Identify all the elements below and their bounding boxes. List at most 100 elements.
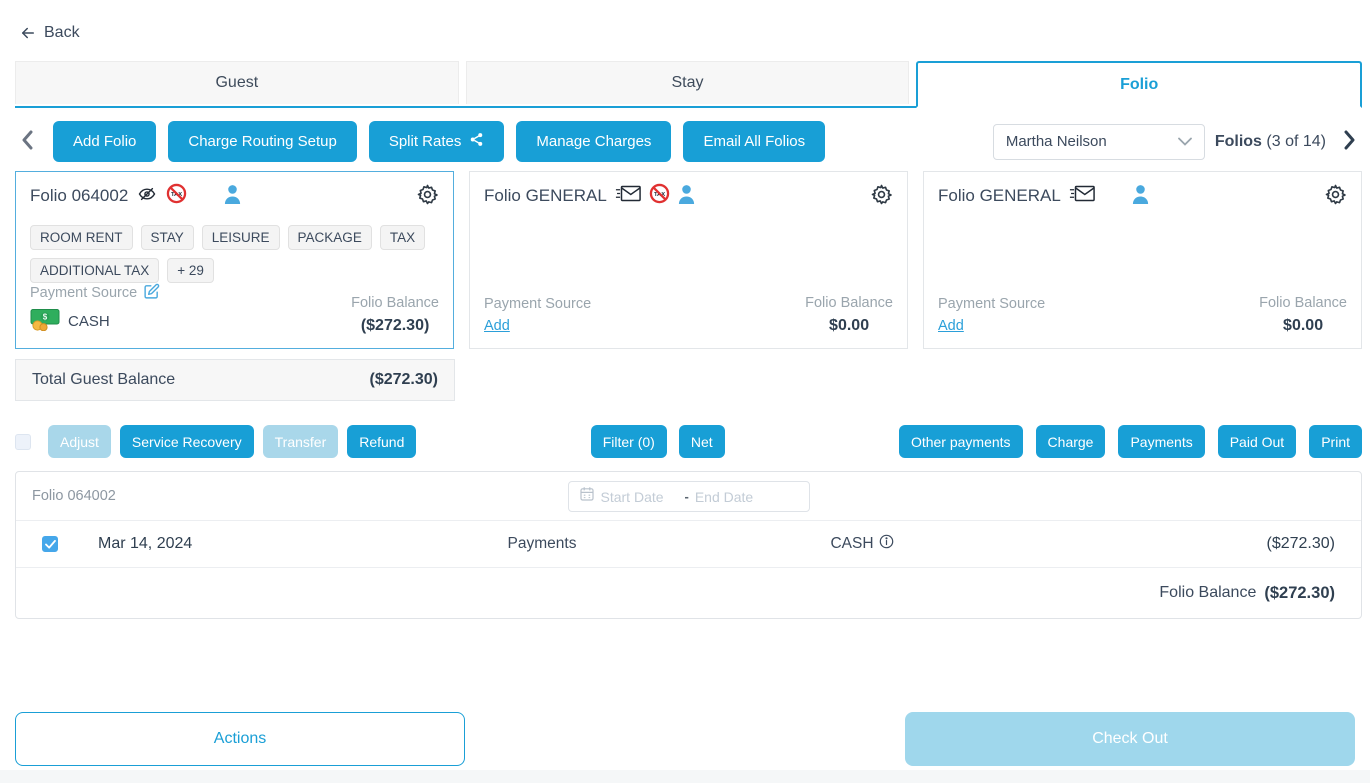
transaction-date: Mar 14, 2024 — [98, 535, 193, 552]
start-date-input[interactable] — [600, 488, 679, 505]
payment-source-block: Payment Source Add — [938, 296, 1045, 335]
print-button[interactable]: Print — [1309, 425, 1362, 458]
date-range-picker[interactable]: - — [567, 481, 810, 512]
folio-card-title: Folio GENERAL — [484, 186, 607, 205]
folio-balance-label: Folio Balance — [1259, 295, 1347, 311]
charge-button[interactable]: Charge — [1035, 425, 1106, 458]
cash-money-icon: $ — [30, 308, 60, 335]
back-arrow-icon — [18, 24, 38, 42]
edit-icon — [143, 283, 160, 303]
folio-card-title-wrap: Folio GENERAL TAX — [484, 183, 677, 209]
tab-guest[interactable]: Guest — [15, 61, 459, 104]
folio-card-title-wrap: Folio 064002 TAX — [30, 183, 223, 209]
charge-routing-setup-button[interactable]: Charge Routing Setup — [168, 121, 357, 162]
edit-payment-source-button[interactable] — [143, 283, 160, 303]
split-rates-button[interactable]: Split Rates — [368, 121, 505, 162]
guest-select-value: Martha Neilson — [1005, 133, 1107, 150]
folios-counter: Folios (3 of 14) — [1215, 133, 1326, 151]
transactions-actions-bar: Adjust Service Recovery Transfer Refund … — [15, 425, 1362, 458]
guest-person-button[interactable] — [223, 184, 242, 208]
payment-source-label: Payment Source — [484, 296, 592, 312]
folio-card-title: Folio 064002 — [30, 186, 129, 205]
folio-card-header: Folio 064002 TAX — [30, 183, 439, 209]
tab-bar: Guest Stay Folio — [15, 61, 1363, 108]
folio-balance-block: Folio Balance $0.00 — [1259, 295, 1347, 335]
folios-next-button[interactable] — [1336, 130, 1362, 153]
transaction-row[interactable]: Mar 14, 2024 Payments CASH ($272.30) — [16, 520, 1361, 568]
row-check-cell — [42, 536, 82, 552]
guest-person-button[interactable] — [677, 184, 696, 208]
back-row: Back — [0, 0, 1370, 55]
guest-select-dropdown[interactable]: Martha Neilson — [992, 123, 1205, 160]
eye-off-icon — [136, 184, 158, 209]
row-checkbox[interactable] — [42, 536, 58, 552]
select-all-checkbox[interactable] — [15, 433, 31, 450]
add-payment-source-link[interactable]: Add — [938, 318, 964, 334]
table-folio-balance-value: ($272.30) — [1264, 583, 1335, 602]
check-out-button[interactable]: Check Out — [905, 712, 1355, 766]
footer-actions: Actions Check Out — [15, 712, 1355, 766]
payment-method-row: $ CASH — [30, 308, 160, 335]
folio-settings-button[interactable] — [870, 183, 893, 209]
transaction-method: CASH — [830, 535, 874, 552]
payment-method-value: CASH — [68, 313, 110, 330]
chevron-left-icon — [21, 130, 35, 153]
payments-button[interactable]: Payments — [1118, 425, 1205, 458]
guest-person-button[interactable] — [1131, 184, 1150, 208]
end-date-input[interactable] — [694, 488, 773, 505]
add-payment-source-link[interactable]: Add — [484, 318, 510, 334]
tag-tax: TAX — [379, 225, 426, 250]
folio-toolbar: Add Folio Charge Routing Setup Split Rat… — [15, 121, 1362, 162]
adjust-button[interactable]: Adjust — [48, 425, 111, 458]
split-rates-label: Split Rates — [388, 133, 462, 150]
actions-left-group: Adjust Service Recovery Transfer Refund — [15, 425, 417, 458]
actions-center-group: Filter (0) Net — [590, 425, 725, 458]
table-footer: Folio Balance ($272.30) — [16, 568, 1361, 618]
payment-source-label: Payment Source — [938, 296, 1046, 312]
add-folio-button[interactable]: Add Folio — [53, 121, 157, 162]
no-tax-icon: TAX — [166, 183, 187, 209]
transaction-amount: ($272.30) — [1266, 535, 1336, 552]
filter-button[interactable]: Filter (0) — [590, 425, 667, 458]
chevron-down-icon — [1177, 133, 1192, 150]
refund-button[interactable]: Refund — [347, 425, 417, 458]
tag-package: PACKAGE — [287, 225, 372, 250]
net-button[interactable]: Net — [678, 425, 725, 458]
tag-additional-tax: ADDITIONAL TAX — [30, 258, 160, 283]
tag-room-rent: ROOM RENT — [30, 225, 133, 250]
folio-settings-button[interactable] — [1324, 183, 1347, 209]
transaction-method-cell: CASH — [682, 534, 1042, 554]
paid-out-button[interactable]: Paid Out — [1217, 425, 1297, 458]
table-folio-label: Folio 064002 — [32, 488, 116, 504]
folio-card-064002[interactable]: Folio 064002 TAX — [15, 171, 454, 349]
actions-button[interactable]: Actions — [15, 712, 465, 766]
charge-group-tags: ROOM RENT STAY LEISURE PACKAGE TAX ADDIT… — [30, 225, 439, 283]
person-slot — [1131, 184, 1324, 208]
folios-counter-count: (3 of 14) — [1266, 132, 1326, 150]
person-icon — [677, 184, 696, 208]
tab-folio[interactable]: Folio — [916, 61, 1363, 108]
folio-balance-label: Folio Balance — [351, 295, 439, 311]
other-payments-button[interactable]: Other payments — [898, 425, 1023, 458]
tag-more-count[interactable]: + 29 — [167, 258, 214, 283]
transfer-button[interactable]: Transfer — [262, 425, 339, 458]
folio-settings-button[interactable] — [416, 183, 439, 209]
info-icon[interactable] — [879, 534, 894, 554]
person-slot — [223, 184, 416, 208]
back-button[interactable]: Back — [18, 24, 80, 42]
tab-stay[interactable]: Stay — [465, 61, 910, 104]
card-bottom: Payment Source Add Folio Balance $0.00 — [938, 295, 1347, 335]
folios-prev-button[interactable] — [15, 130, 41, 153]
card-bottom: Payment Source $ CASH Folio Balance — [30, 283, 439, 335]
service-recovery-button[interactable]: Service Recovery — [119, 425, 254, 458]
gear-icon — [416, 183, 439, 209]
payment-source-label-row: Payment Source — [30, 283, 160, 303]
no-tax-icon: TAX — [649, 183, 670, 209]
email-all-folios-button[interactable]: Email All Folios — [683, 121, 826, 162]
manage-charges-button[interactable]: Manage Charges — [516, 121, 672, 162]
total-guest-balance-row: Total Guest Balance ($272.30) — [15, 359, 455, 401]
mail-sent-icon — [615, 185, 641, 207]
folio-card-title-wrap: Folio GENERAL — [938, 185, 1131, 207]
folio-card-general-2[interactable]: Folio GENERAL Payment Source — [923, 171, 1362, 349]
folio-card-general-1[interactable]: Folio GENERAL TAX — [469, 171, 908, 349]
